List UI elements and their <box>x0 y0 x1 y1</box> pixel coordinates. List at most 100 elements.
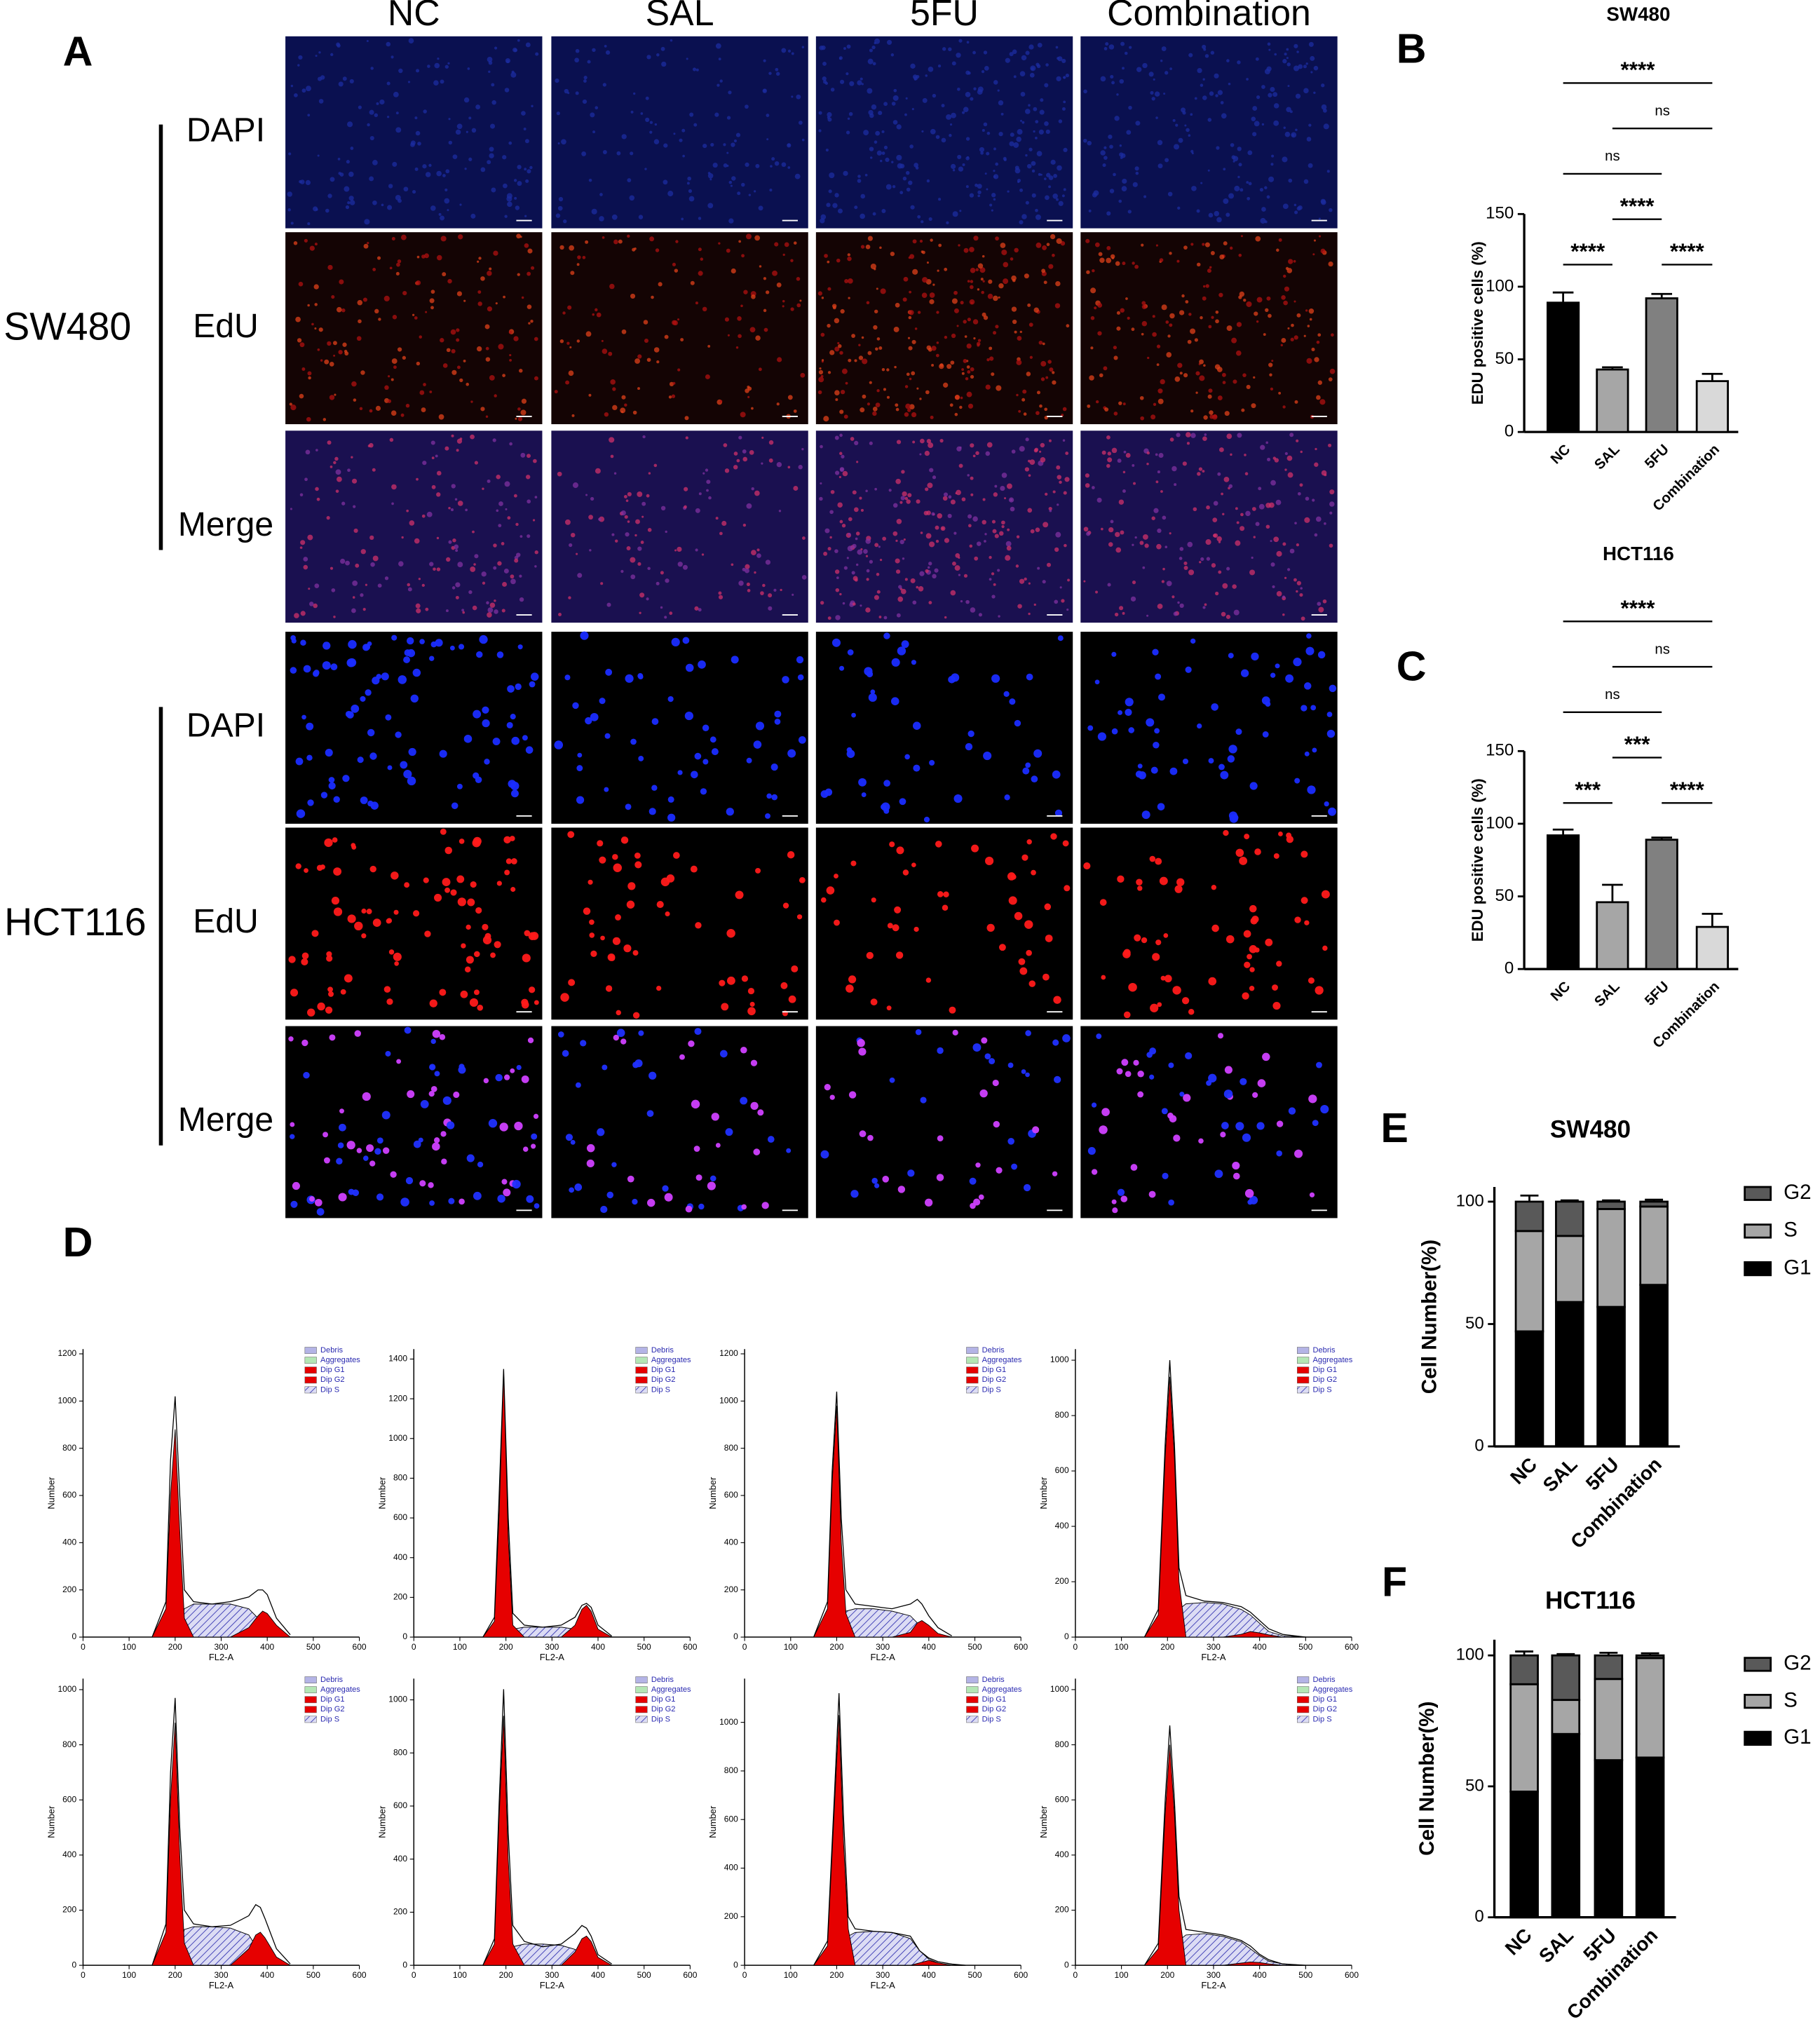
cell <box>474 951 480 958</box>
cell <box>458 234 463 240</box>
cell <box>848 297 850 299</box>
cell <box>881 151 885 155</box>
cell <box>955 492 958 495</box>
cell <box>372 160 378 165</box>
cell <box>738 581 744 586</box>
cell <box>1188 313 1192 316</box>
cell <box>606 1191 614 1199</box>
cell <box>1166 581 1172 587</box>
cell <box>451 369 457 375</box>
cell <box>613 1034 619 1041</box>
cell <box>1009 52 1014 57</box>
cell <box>776 461 782 468</box>
cell <box>1215 591 1219 596</box>
cell <box>385 1050 391 1057</box>
cell <box>1188 569 1195 576</box>
cell <box>290 635 296 641</box>
cell <box>491 83 495 87</box>
y-tick-label: 600 <box>62 1490 76 1500</box>
cell <box>496 881 502 886</box>
cell <box>330 566 334 570</box>
cell <box>965 137 970 141</box>
cell <box>925 533 932 539</box>
cell <box>668 395 672 399</box>
cell <box>1036 391 1040 395</box>
cell <box>909 290 912 294</box>
cell <box>970 607 976 613</box>
cell <box>941 137 946 143</box>
cell <box>1150 90 1154 95</box>
cell <box>334 456 339 461</box>
y-tick-label: 0 <box>733 1960 738 1969</box>
cell <box>857 1038 865 1047</box>
cell <box>357 756 364 764</box>
cell <box>1243 298 1247 302</box>
cell <box>1007 1062 1014 1068</box>
cell <box>572 702 579 710</box>
cell <box>484 759 490 765</box>
cell <box>369 442 374 448</box>
cell <box>1220 771 1229 780</box>
cell <box>982 312 986 317</box>
cell <box>569 346 572 348</box>
cell <box>351 704 360 713</box>
cell <box>1267 42 1271 46</box>
cell <box>1217 472 1221 476</box>
cell <box>1296 581 1301 585</box>
cell <box>823 551 828 556</box>
cell <box>907 408 911 412</box>
cell <box>604 412 609 417</box>
cell <box>1065 73 1070 78</box>
cell <box>867 1134 874 1141</box>
cell <box>1288 1107 1296 1115</box>
cell <box>908 315 912 320</box>
cell <box>445 609 449 613</box>
cell <box>886 368 890 372</box>
cell <box>391 410 397 416</box>
cell <box>741 254 745 258</box>
cell <box>1038 129 1044 135</box>
cell <box>756 553 761 558</box>
cell <box>819 496 823 501</box>
cell <box>1294 400 1298 404</box>
cell <box>1270 672 1276 678</box>
cell <box>857 549 863 555</box>
legend-swatch <box>635 1706 648 1713</box>
cell <box>1296 439 1299 442</box>
cell <box>843 170 848 176</box>
cell <box>984 540 986 543</box>
cell <box>695 68 699 72</box>
legend-swatch <box>635 1357 648 1364</box>
cell <box>413 1140 421 1148</box>
cell <box>1048 506 1052 511</box>
cell <box>726 116 731 120</box>
cell <box>791 965 799 972</box>
bar <box>1645 839 1678 970</box>
cell <box>602 1064 608 1071</box>
cell <box>661 61 667 67</box>
cell <box>393 365 397 369</box>
cell <box>436 470 442 476</box>
cell <box>644 338 649 344</box>
cell <box>1247 953 1252 960</box>
y-axis-label: Number <box>707 1805 718 1838</box>
cell <box>839 351 843 355</box>
cell <box>1312 1120 1319 1127</box>
cell <box>317 348 320 351</box>
cell <box>1172 986 1181 995</box>
cell <box>1221 372 1226 377</box>
cell <box>918 585 924 592</box>
cell <box>1010 506 1015 512</box>
cell <box>570 271 575 276</box>
cell <box>1025 201 1029 205</box>
cell <box>342 76 347 81</box>
cell <box>1193 507 1197 512</box>
cell <box>639 592 645 598</box>
y-tick-label: 200 <box>393 1907 407 1917</box>
cell <box>1097 302 1103 308</box>
cell <box>625 532 630 537</box>
cell <box>609 437 615 443</box>
cell <box>705 468 709 472</box>
y-tick-label: 0 <box>1064 1631 1069 1641</box>
